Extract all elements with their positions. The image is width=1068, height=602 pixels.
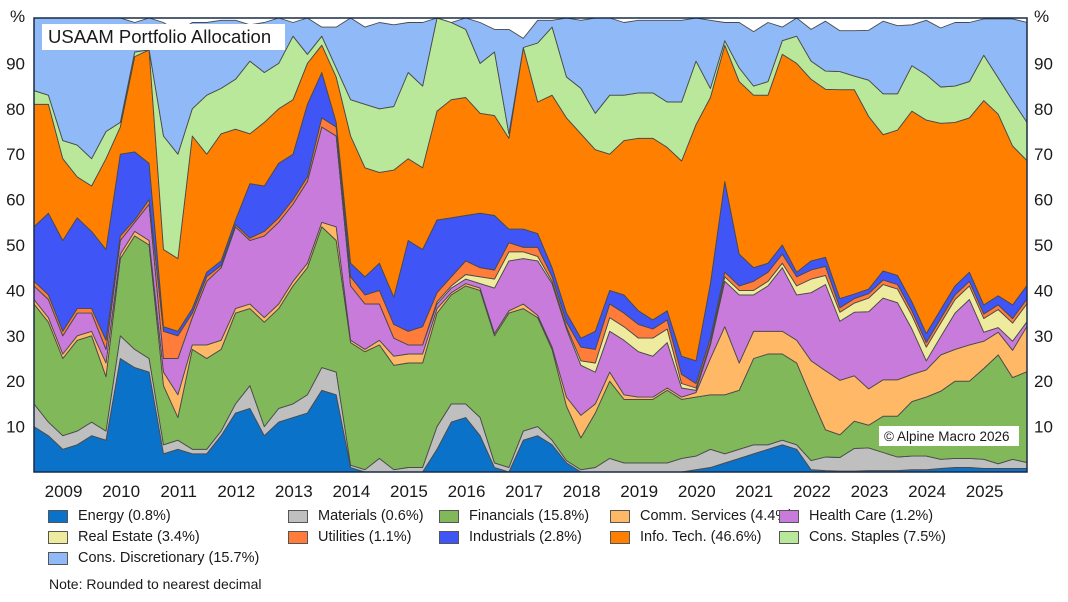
legend-label: Financials (15.8%): [469, 508, 590, 524]
x-tick-label: 2018: [563, 482, 601, 501]
x-tick-label: 2009: [45, 482, 83, 501]
chart-title: USAAM Portfolio Allocation: [48, 26, 271, 47]
y-tick-label: 10: [6, 418, 25, 437]
y-tick-label: 30: [6, 327, 25, 346]
footnote: Note: Rounded to nearest decimal: [49, 576, 262, 592]
y-tick-label: 90: [1034, 54, 1053, 73]
legend-swatch: [779, 509, 799, 523]
legend-swatch: [48, 551, 68, 565]
legend-label: Health Care (1.2%): [809, 508, 934, 524]
x-tick-label: 2016: [448, 482, 486, 501]
x-tick-label: 2019: [620, 482, 658, 501]
legend-label: Comm. Services (4.4%): [640, 508, 794, 524]
y-tick-label: 20: [6, 372, 25, 391]
chart-title-box: USAAM Portfolio Allocation: [42, 24, 285, 50]
x-tick-label: 2023: [851, 482, 889, 501]
legend-swatch: [439, 530, 459, 544]
legend-swatch: [610, 509, 630, 523]
y-tick-label: 80: [6, 100, 25, 119]
legend-item: Materials (0.6%): [288, 508, 424, 524]
y-tick-label: 40: [1034, 281, 1053, 300]
legend-label: Industrials (2.8%): [469, 529, 582, 545]
legend-label: Utilities (1.1%): [318, 529, 412, 545]
plot-frame: [33, 17, 1028, 473]
legend-swatch: [288, 530, 308, 544]
legend-label: Materials (0.6%): [318, 508, 424, 524]
area-cons-discretionary: [34, 18, 1027, 160]
y-tick-label: 10: [1034, 418, 1053, 437]
copyright-box: © Alpine Macro 2026: [879, 426, 1019, 446]
y-tick-label: 80: [1034, 100, 1053, 119]
y-tick-label: 20: [1034, 372, 1053, 391]
area-layers: [34, 18, 1027, 472]
x-tick-label: 2013: [275, 482, 313, 501]
legend-swatch: [779, 530, 799, 544]
y-tick-label: 60: [1034, 191, 1053, 210]
x-tick-label: 2021: [735, 482, 773, 501]
y-tick-label: 50: [6, 236, 25, 255]
legend-item: Cons. Discretionary (15.7%): [48, 550, 259, 566]
legend-item: Comm. Services (4.4%): [610, 508, 793, 524]
y-tick-label: 90: [6, 54, 25, 73]
y-ticks-left: 10 20 30 40 50 60 70 80 90: [6, 54, 25, 436]
y-axis-label-left: %: [10, 7, 25, 26]
legend-item: Real Estate (3.4%): [48, 529, 200, 545]
y-ticks-right: 10 20 30 40 50 60 70 80 90: [1034, 54, 1053, 436]
y-tick-label: 70: [6, 145, 25, 164]
legend-swatch: [439, 509, 459, 523]
legend-swatch: [288, 509, 308, 523]
legend-item: Health Care (1.2%): [779, 508, 933, 524]
legend-item: Energy (0.8%): [48, 508, 171, 524]
x-tick-label: 2022: [793, 482, 831, 501]
y-tick-label: 40: [6, 281, 25, 300]
y-tick-label: 70: [1034, 145, 1053, 164]
legend-label: Energy (0.8%): [78, 508, 171, 524]
y-tick-label: 30: [1034, 327, 1053, 346]
legend-swatch: [48, 530, 68, 544]
legend-swatch: [48, 509, 68, 523]
x-tick-label: 2014: [332, 482, 370, 501]
y-tick-label: 60: [6, 191, 25, 210]
x-tick-label: 2012: [217, 482, 255, 501]
y-axis-label-right: %: [1034, 7, 1049, 26]
x-tick-label: 2011: [160, 482, 197, 501]
x-tick-label: 2010: [102, 482, 140, 501]
x-tick-label: 2020: [678, 482, 716, 501]
legend-swatch: [610, 530, 630, 544]
y-tick-label: 50: [1034, 236, 1053, 255]
copyright-annotation: © Alpine Macro 2026: [884, 429, 1010, 444]
legend-label: Cons. Staples (7.5%): [809, 529, 947, 545]
x-tick-label: 2025: [966, 482, 1004, 501]
legend-label: Real Estate (3.4%): [78, 529, 200, 545]
legend-item: Cons. Staples (7.5%): [779, 529, 946, 545]
legend-item: Industrials (2.8%): [439, 529, 582, 545]
x-tick-label: 2017: [505, 482, 543, 501]
x-ticks: 2009 2010 2011 2012 2013 2014 2015 2016 2017 2018…: [45, 482, 1004, 501]
legend-label: Cons. Discretionary (15.7%): [78, 550, 260, 566]
legend-item: Info. Tech. (46.6%): [610, 529, 761, 545]
legend-item: Utilities (1.1%): [288, 529, 411, 545]
legend-label: Info. Tech. (46.6%): [640, 529, 762, 545]
legend-item: Financials (15.8%): [439, 508, 589, 524]
x-tick-label: 2024: [908, 482, 946, 501]
area-energy: [34, 358, 1027, 472]
x-tick-label: 2015: [390, 482, 428, 501]
